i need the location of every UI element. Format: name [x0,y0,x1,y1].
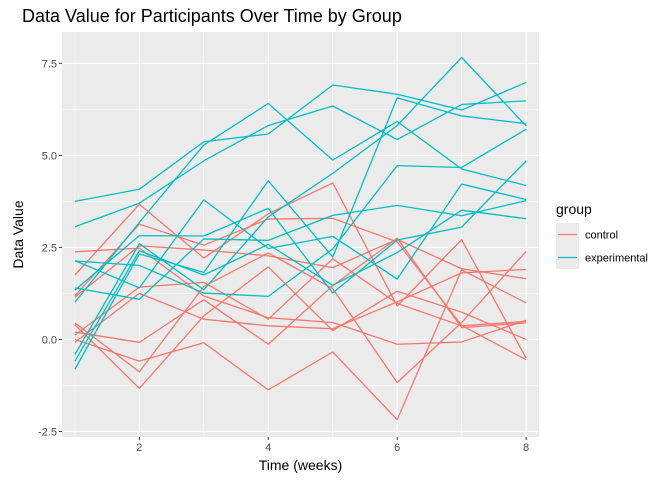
x-tick-label: 6 [394,442,400,454]
chart-title: Data Value for Participants Over Time by… [22,6,402,26]
experimental-participant-line [74,97,527,370]
y-axis: -2.5 0.0 2.5 5.0 7.5 [38,58,62,438]
plot-panel [62,32,539,437]
experimental-participant-line [74,160,527,294]
control-participant-line [74,237,527,345]
y-axis-title: Data Value [10,200,26,268]
y-tick-label: 7.5 [42,58,57,70]
series-lines [74,56,527,421]
x-axis-title: Time (weeks) [259,457,343,473]
experimental-participant-line [74,199,527,300]
legend-title: group [556,201,592,217]
experimental-participant-line [74,209,527,362]
control-participant-line [74,269,527,421]
x-axis: 2 4 6 8 [136,437,529,454]
minor-gridlines [62,32,539,437]
experimental-participant-line [74,183,527,289]
y-tick-label: -2.5 [38,426,57,438]
experimental-participant-line [74,81,527,202]
control-participant-line [74,268,527,343]
x-tick-label: 2 [136,442,142,454]
legend-label-control: control [585,230,618,242]
experimental-participant-line [74,56,527,355]
control-participant-line [74,247,527,345]
y-tick-label: 0.0 [42,334,57,346]
legend: group control experimental [556,201,648,269]
experimental-participant-line [74,100,527,228]
x-tick-label: 8 [523,442,529,454]
y-tick-label: 2.5 [42,242,57,254]
control-participant-line [74,258,527,336]
control-participant-line [74,182,527,359]
experimental-participant-line [74,128,527,298]
experimental-participant-line [74,102,527,303]
x-tick-label: 4 [265,442,271,454]
control-participant-line [74,238,527,298]
legend-label-experimental: experimental [585,253,648,265]
control-participant-line [74,266,527,390]
y-tick-label: 5.0 [42,150,57,162]
